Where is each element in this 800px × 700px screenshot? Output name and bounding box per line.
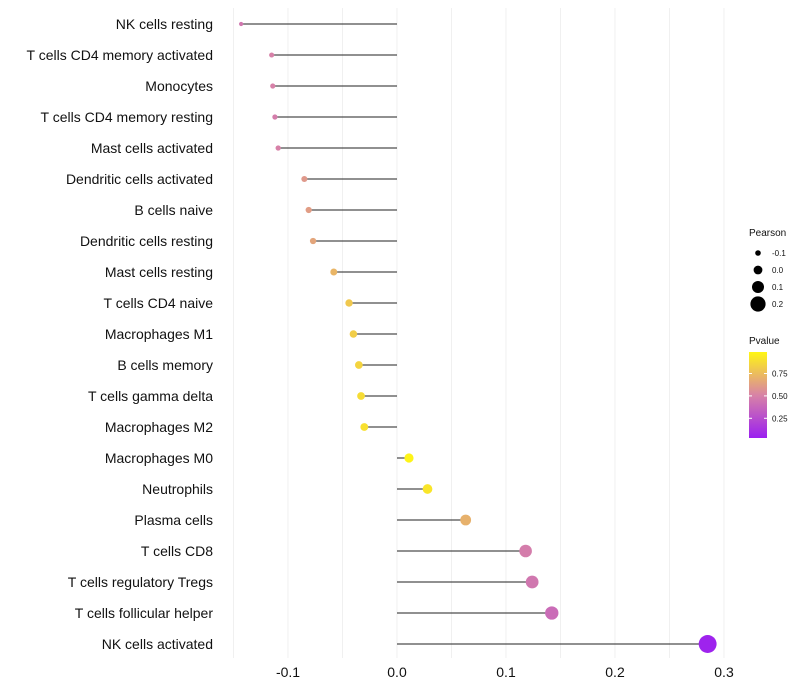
category-label: NK cells activated: [102, 636, 213, 652]
category-label: Mast cells activated: [91, 140, 213, 156]
size-legend-dot: [750, 296, 766, 312]
lollipop-points: [239, 21, 717, 653]
category-label: Plasma cells: [134, 512, 213, 528]
lollipop-point: [357, 392, 365, 400]
color-legend-title: Pvalue: [749, 336, 780, 347]
color-legend-label: 0.50: [772, 392, 788, 401]
category-label: Neutrophils: [142, 481, 213, 497]
category-label: T cells regulatory Tregs: [68, 574, 213, 590]
x-tick-label: 0.1: [496, 664, 516, 680]
x-tick-label: 0.3: [714, 664, 734, 680]
x-tick-label: -0.1: [276, 664, 300, 680]
category-label: Dendritic cells resting: [80, 233, 213, 249]
lollipop-point: [239, 21, 244, 27]
lollipop-point: [330, 268, 338, 276]
size-legend-label: 0.2: [772, 300, 784, 309]
lollipop-point: [305, 206, 312, 214]
size-legend-label: 0.0: [772, 266, 784, 275]
category-label: T cells CD4 memory resting: [41, 109, 213, 125]
category-label: Macrophages M2: [105, 419, 213, 435]
pearson-legend: Pearson -0.1 0.0 0.1 0.2: [749, 228, 786, 312]
x-tick-label: 0.0: [387, 664, 407, 680]
category-label: Macrophages M0: [105, 450, 213, 466]
size-legend-dot: [753, 265, 763, 275]
category-label: B cells naive: [134, 202, 213, 218]
category-label: Macrophages M1: [105, 326, 213, 342]
lollipop-stems: [241, 23, 708, 645]
lollipop-point: [525, 575, 539, 589]
size-legend-title: Pearson: [749, 228, 786, 239]
lollipop-point: [404, 453, 414, 463]
color-legend-label: 0.25: [772, 414, 788, 423]
category-label: Mast cells resting: [105, 264, 213, 280]
size-legend-label: 0.1: [772, 283, 784, 292]
category-label: T cells CD8: [141, 543, 213, 559]
color-legend-bar: [749, 352, 767, 438]
lollipop-point: [355, 361, 363, 369]
pvalue-legend: Pvalue 0.75 0.50 0.25: [749, 336, 788, 438]
lollipop-point: [301, 175, 308, 183]
lollipop-point: [460, 514, 472, 526]
lollipop-point: [272, 114, 278, 120]
size-legend-label: -0.1: [772, 249, 786, 258]
category-label: T cells CD4 naive: [104, 295, 214, 311]
size-legend-dot: [752, 281, 764, 293]
color-legend-label: 0.75: [772, 370, 788, 379]
lollipop-point: [360, 423, 369, 431]
lollipop-point: [275, 145, 281, 151]
lollipop-point: [269, 52, 275, 58]
lollipop-point: [309, 237, 317, 245]
category-label: NK cells resting: [116, 16, 213, 32]
size-legend-dot: [755, 250, 761, 256]
lollipop-point: [519, 544, 532, 558]
lollipop-point: [345, 299, 353, 307]
category-label: B cells memory: [117, 357, 213, 373]
category-label: T cells gamma delta: [88, 388, 213, 404]
lollipop-point: [349, 330, 358, 338]
lollipop-point: [422, 484, 433, 494]
category-label: T cells CD4 memory activated: [27, 47, 213, 63]
x-tick-label: 0.2: [605, 664, 625, 680]
category-labels: NK cells resting T cells CD4 memory activ…: [27, 16, 214, 652]
lollipop-point: [545, 606, 559, 620]
grid-lines: [233, 8, 725, 658]
category-label: Monocytes: [145, 78, 213, 94]
lollipop-point: [698, 635, 717, 653]
category-label: T cells follicular helper: [75, 605, 214, 621]
x-axis-ticks: -0.1 0.0 0.1 0.2 0.3: [276, 664, 734, 680]
lollipop-point: [270, 83, 276, 89]
category-label: Dendritic cells activated: [66, 171, 213, 187]
